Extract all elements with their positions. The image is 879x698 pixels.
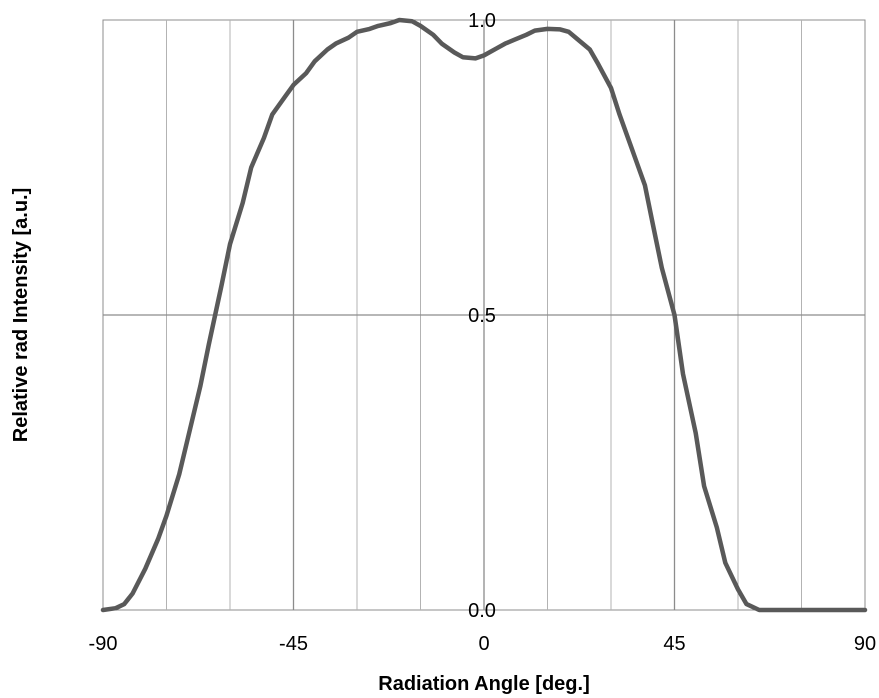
series-line-group	[100, 17, 868, 613]
y-tick-labels: 0.0 0.5 1.0	[468, 10, 496, 622]
x-tick-label: -45	[279, 633, 308, 655]
x-tick-label: 45	[663, 633, 685, 655]
y-tick-label: 0.5	[468, 305, 496, 327]
y-axis-title: Relative rad Intensity [a.u.]	[10, 188, 32, 443]
series-line	[100, 17, 868, 613]
y-tick-label: 1.0	[468, 10, 496, 32]
x-tick-labels: -90 -45 0 45 90	[89, 633, 877, 655]
x-tick-label: -90	[89, 633, 118, 655]
x-tick-label: 0	[478, 633, 489, 655]
x-axis-title: Radiation Angle [deg.]	[378, 673, 589, 695]
x-tick-label: 90	[854, 633, 876, 655]
y-tick-label: 0.0	[468, 600, 496, 622]
